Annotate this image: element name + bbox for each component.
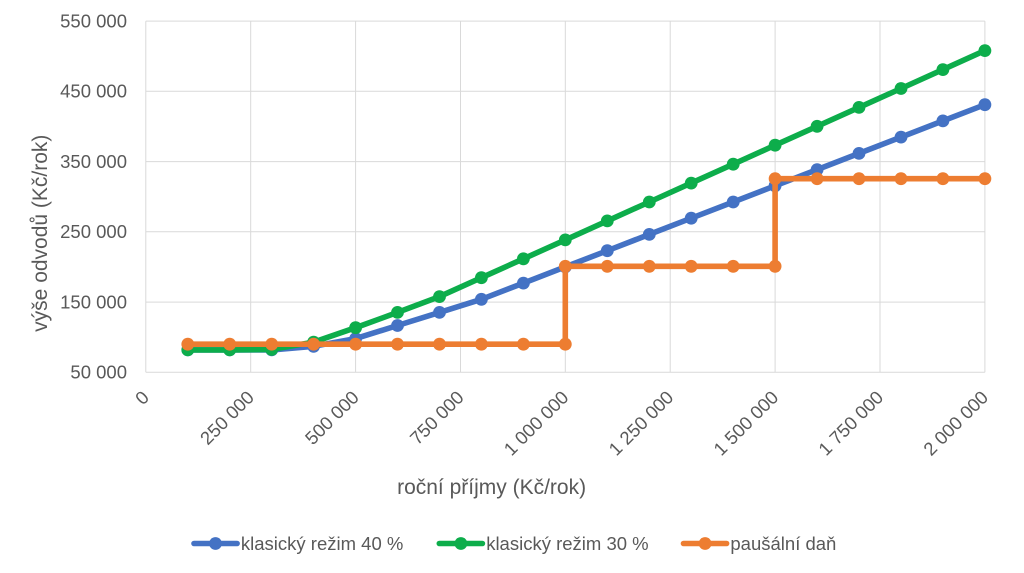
svg-text:výše odvodů (Kč/rok): výše odvodů (Kč/rok) [29,135,52,332]
svg-text:klasický režim 40 %: klasický režim 40 % [241,533,403,554]
svg-text:550 000: 550 000 [60,10,127,31]
svg-text:klasický režim 30 %: klasický režim 30 % [486,533,648,554]
svg-text:450 000: 450 000 [60,81,127,102]
svg-text:paušální daň: paušální daň [730,533,836,554]
svg-text:50 000: 50 000 [70,362,127,383]
svg-text:150 000: 150 000 [60,291,127,312]
svg-text:350 000: 350 000 [60,151,127,172]
svg-text:roční příjmy (Kč/rok): roční příjmy (Kč/rok) [397,476,586,499]
svg-text:250 000: 250 000 [60,221,127,242]
